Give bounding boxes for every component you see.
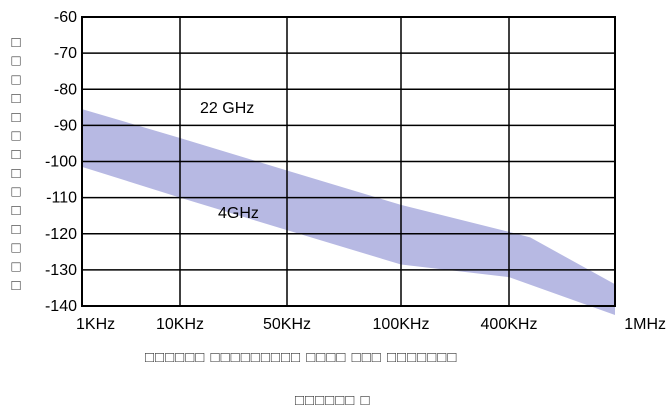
x-axis-label: □□□□□□ □□□□□□□□□ □□□□ □□□ □□□□□□□ <box>145 349 457 366</box>
y-tick-label: -90 <box>54 117 77 134</box>
y-axis-label-char: □ <box>11 127 20 144</box>
x-tick-label: 400KHz <box>481 316 538 333</box>
y-axis-label-char: □ <box>11 277 20 294</box>
x-tick-label: 10KHz <box>156 316 204 333</box>
y-axis-label-char: □ <box>11 221 20 238</box>
y-axis-label-char: □ <box>11 202 20 219</box>
annotation-4ghz: 4GHz <box>218 205 259 222</box>
y-tick-label: -100 <box>45 154 77 171</box>
annotation-22ghz: 22 GHz <box>200 100 254 117</box>
x-tick-label: 1MHz <box>624 316 666 333</box>
y-axis-label-char: □ <box>11 71 20 88</box>
noise-band <box>82 109 615 315</box>
y-tick-label: -110 <box>46 190 77 207</box>
y-tick-labels: -60 -70 -80 -90 -100 -110 -120 -130 -140 <box>45 9 77 315</box>
y-tick-label: -70 <box>54 45 77 62</box>
y-axis-label-char: □ <box>11 146 20 163</box>
y-tick-label: -60 <box>54 9 77 26</box>
y-axis-label-char: □ <box>11 34 20 51</box>
y-axis-label-char: □ <box>11 165 20 182</box>
chart-caption: □□□□□□ □ <box>295 392 371 409</box>
y-axis-label-char: □ <box>11 109 20 126</box>
x-tick-label: 50KHz <box>263 316 311 333</box>
grid-lines <box>81 16 616 307</box>
y-tick-label: -130 <box>45 262 77 279</box>
x-tick-label: 100KHz <box>373 316 430 333</box>
plot-frame <box>81 16 616 307</box>
y-axis-label: □□□□□□□□□□□□□□ <box>11 34 20 294</box>
x-tick-label: 1KHz <box>76 316 115 333</box>
y-axis-label-char: □ <box>11 184 20 201</box>
y-axis-label-char: □ <box>11 240 20 257</box>
y-axis-label-char: □ <box>11 90 20 107</box>
y-tick-label: -80 <box>54 81 77 98</box>
y-tick-label: -140 <box>45 298 77 315</box>
y-axis-label-char: □ <box>11 53 20 70</box>
y-axis-label-char: □ <box>11 258 20 275</box>
y-tick-label: -120 <box>45 226 77 243</box>
x-tick-labels: 1KHz 10KHz 50KHz 100KHz 400KHz 1MHz <box>76 316 666 333</box>
